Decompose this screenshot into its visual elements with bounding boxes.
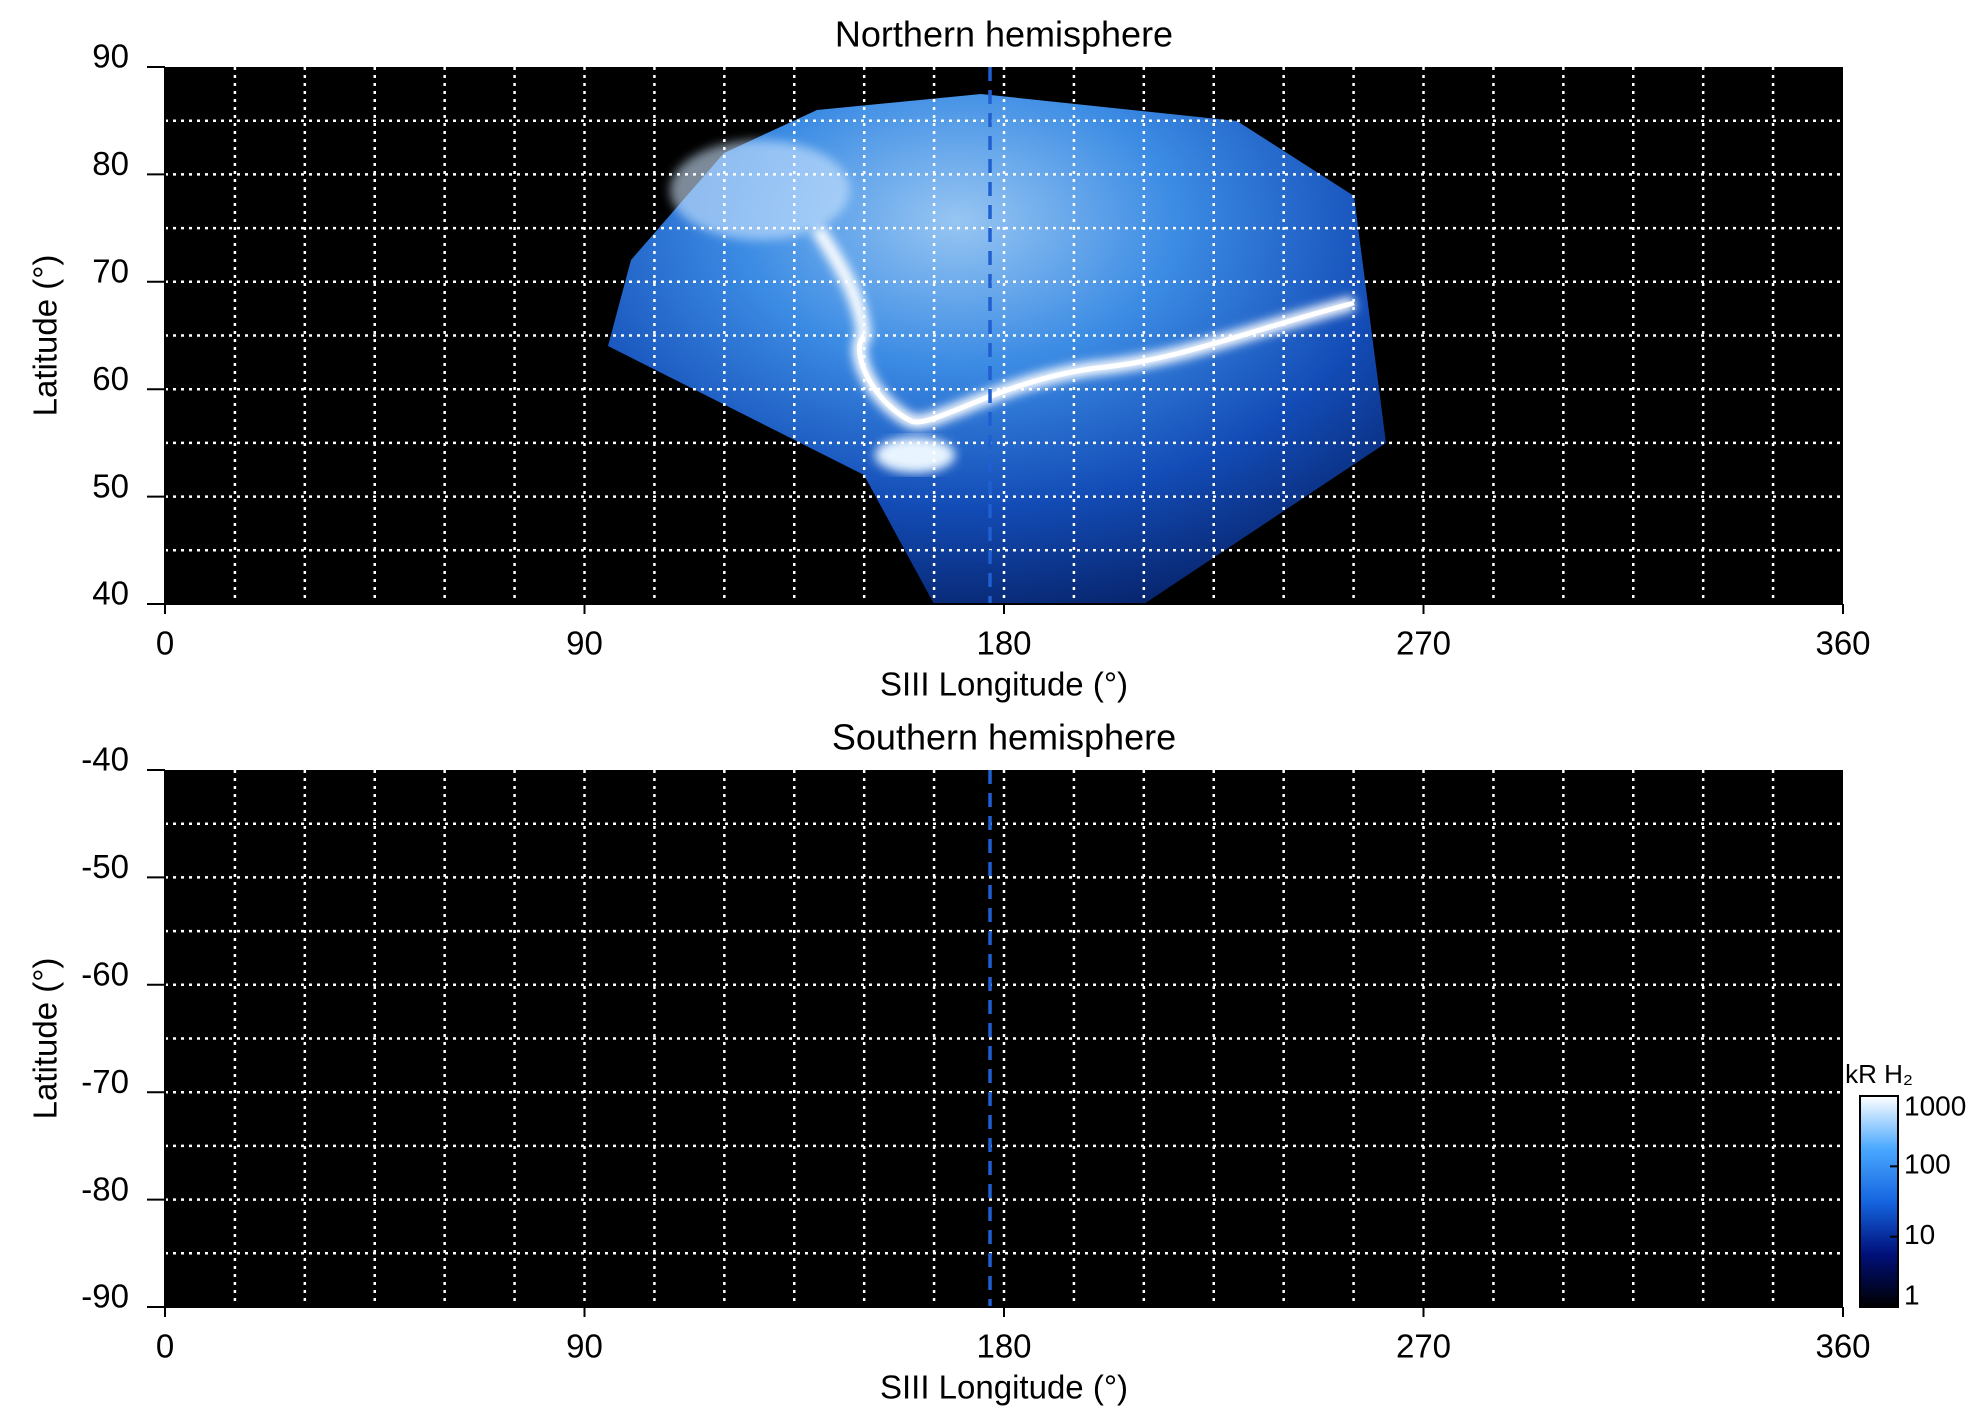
y-tick-label: 70 <box>92 253 129 290</box>
y-axis-label: Latitude (°) <box>27 255 64 417</box>
colorbar-tick-label: 1000 <box>1904 1090 1966 1121</box>
y-tick-label: -60 <box>81 956 129 993</box>
y-tick-label: -80 <box>81 1170 129 1207</box>
x-tick-label: 270 <box>1396 625 1451 662</box>
y-tick-label: -50 <box>81 848 129 885</box>
emission-image <box>608 94 1386 604</box>
y-tick-label: -70 <box>81 1063 129 1100</box>
y-tick-label: 50 <box>92 467 129 504</box>
x-tick-label: 360 <box>1815 625 1870 662</box>
chart-title: Northern hemisphere <box>835 14 1173 55</box>
x-tick-label: 90 <box>566 625 603 662</box>
y-axis-label: Latitude (°) <box>27 958 64 1120</box>
colorbar-tick-label: 10 <box>1904 1219 1935 1250</box>
x-tick-label: 180 <box>976 1328 1031 1365</box>
y-tick-label: -90 <box>81 1278 129 1315</box>
colorbar-tick-label: 1 <box>1904 1279 1920 1310</box>
x-tick-label: 90 <box>566 1328 603 1365</box>
x-tick-label: 0 <box>156 625 174 662</box>
chart-title: Southern hemisphere <box>832 717 1176 758</box>
x-axis-label: SIII Longitude (°) <box>880 1369 1128 1406</box>
colorbar <box>1859 1095 1899 1308</box>
x-tick-label: 360 <box>1815 1328 1870 1365</box>
x-tick-label: 0 <box>156 1328 174 1365</box>
y-tick-label: -40 <box>81 741 129 778</box>
y-tick-label: 60 <box>92 360 129 397</box>
colorbar-label: kR H₂ <box>1845 1059 1913 1089</box>
y-tick-label: 40 <box>92 575 129 612</box>
y-tick-label: 80 <box>92 145 129 182</box>
x-axis-label: SIII Longitude (°) <box>880 666 1128 703</box>
x-tick-label: 180 <box>976 625 1031 662</box>
colorbar-tick-label: 100 <box>1904 1149 1951 1180</box>
y-tick-label: 90 <box>92 38 129 75</box>
x-tick-label: 270 <box>1396 1328 1451 1365</box>
